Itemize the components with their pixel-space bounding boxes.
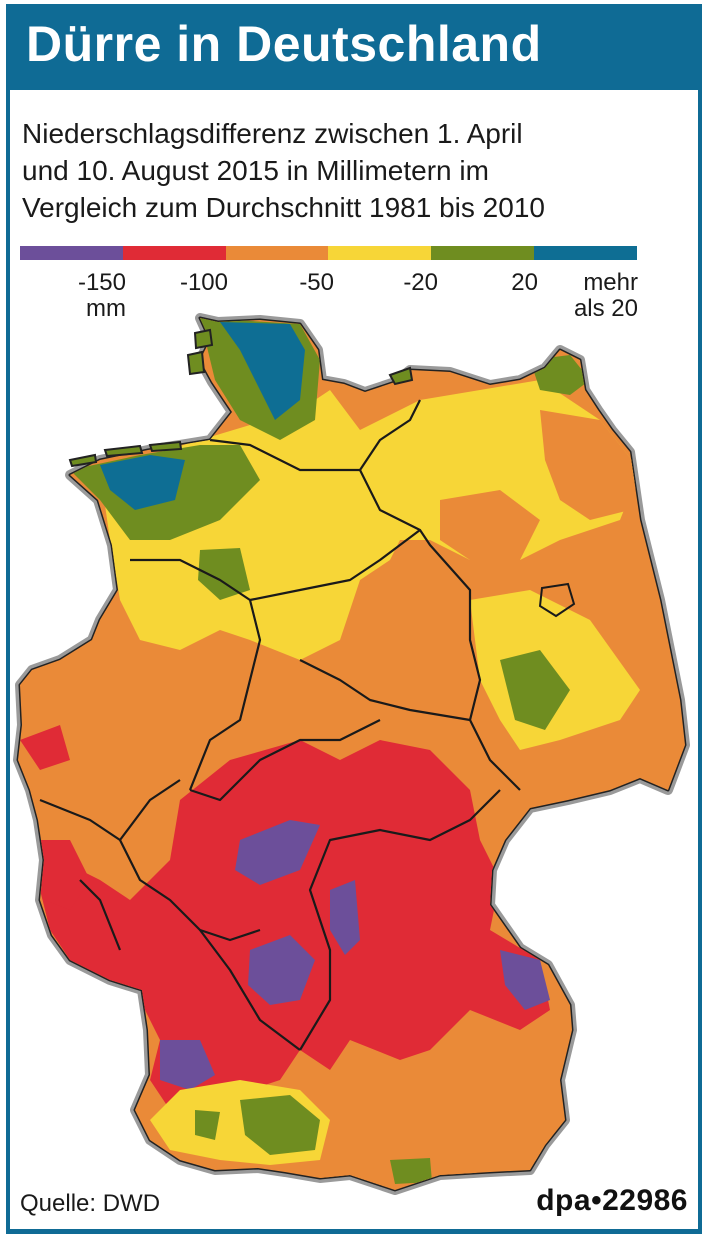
legend-swatch xyxy=(534,246,637,260)
zone-green-berchtesgaden xyxy=(390,1158,432,1184)
legend-swatch xyxy=(225,246,329,260)
zone-blue-sh xyxy=(220,322,305,420)
zone-red-rhine xyxy=(20,725,70,770)
state-borders xyxy=(39,399,521,1051)
legend-color-bar xyxy=(20,246,637,260)
subtitle: Niederschlagsdifferenz zwischen 1. April… xyxy=(22,115,682,226)
legend-swatch xyxy=(431,246,535,260)
subtitle-line-1: Niederschlagsdifferenz zwischen 1. April xyxy=(22,118,523,149)
zone-purple-east xyxy=(500,950,550,1010)
subtitle-line-2: und 10. August 2015 in Millimetern im xyxy=(22,155,489,186)
legend-label: -50 xyxy=(299,269,334,296)
page-title: Dürre in Deutschland xyxy=(26,16,542,72)
legend-label: -150 mm xyxy=(77,269,126,322)
legend-swatch xyxy=(328,246,432,260)
frame-border-left xyxy=(6,90,10,1230)
source-note: Quelle: DWD xyxy=(20,1190,161,1217)
zone-red-south xyxy=(40,740,550,1120)
legend-swatch xyxy=(122,246,226,260)
zone-orange-alps xyxy=(300,1040,560,1185)
berlin-outline xyxy=(538,582,576,618)
frame-border-bottom xyxy=(6,1229,702,1234)
zone-purple-hesse xyxy=(235,820,320,885)
zone-orange-northeast xyxy=(540,410,640,520)
germany-drought-map xyxy=(0,300,708,1200)
legend-swatch xyxy=(20,246,123,260)
zone-green-lowersaxony xyxy=(198,548,250,600)
zone-orange-brandenburg xyxy=(440,490,540,560)
zone-green-saxony xyxy=(500,650,570,730)
zone-purple-bavaria xyxy=(330,880,360,955)
zone-purple-franconia xyxy=(248,935,315,1005)
title-bar: Dürre in Deutschland xyxy=(6,4,702,90)
legend-label: 20 xyxy=(511,269,538,296)
subtitle-line-3: Vergleich zum Durchschnitt 1981 bis 2010 xyxy=(22,192,545,223)
zone-purple-southwest xyxy=(160,1040,215,1090)
zone-green-allgaeu xyxy=(240,1095,320,1155)
legend-label: -20 xyxy=(403,269,438,296)
precipitation-zones xyxy=(18,318,685,1190)
north-sea-islands xyxy=(68,328,414,468)
agency-credit: dpa•22986 xyxy=(536,1184,688,1217)
zone-blue-northwest xyxy=(100,455,185,510)
legend-label: -100 xyxy=(179,269,228,296)
frame-border-right xyxy=(698,90,702,1230)
zone-green-blackforest xyxy=(195,1110,220,1140)
zone-red-west xyxy=(30,840,90,910)
legend-label: mehr als 20 xyxy=(573,269,638,322)
